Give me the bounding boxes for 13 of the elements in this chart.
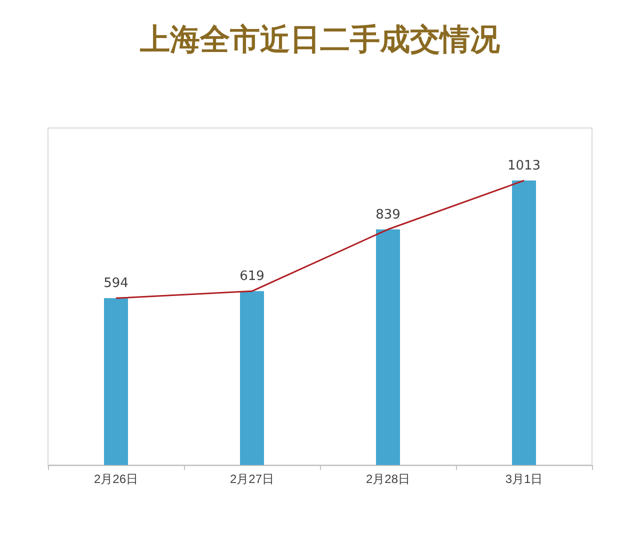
bar [104,298,128,465]
bar [240,291,264,465]
chart-title: 上海全市近日二手成交情况 [139,22,501,58]
bar [512,180,536,465]
x-tick-label: 2月27日 [230,472,274,486]
x-tick-label: 3月1日 [505,472,543,486]
data-label: 594 [104,276,128,292]
data-label: 839 [376,207,400,222]
data-label: 619 [240,269,264,284]
bar [376,229,400,465]
data-label: 1013 [507,158,541,174]
x-tick-label: 2月26日 [94,472,138,486]
x-tick-label: 2月28日 [366,472,410,486]
